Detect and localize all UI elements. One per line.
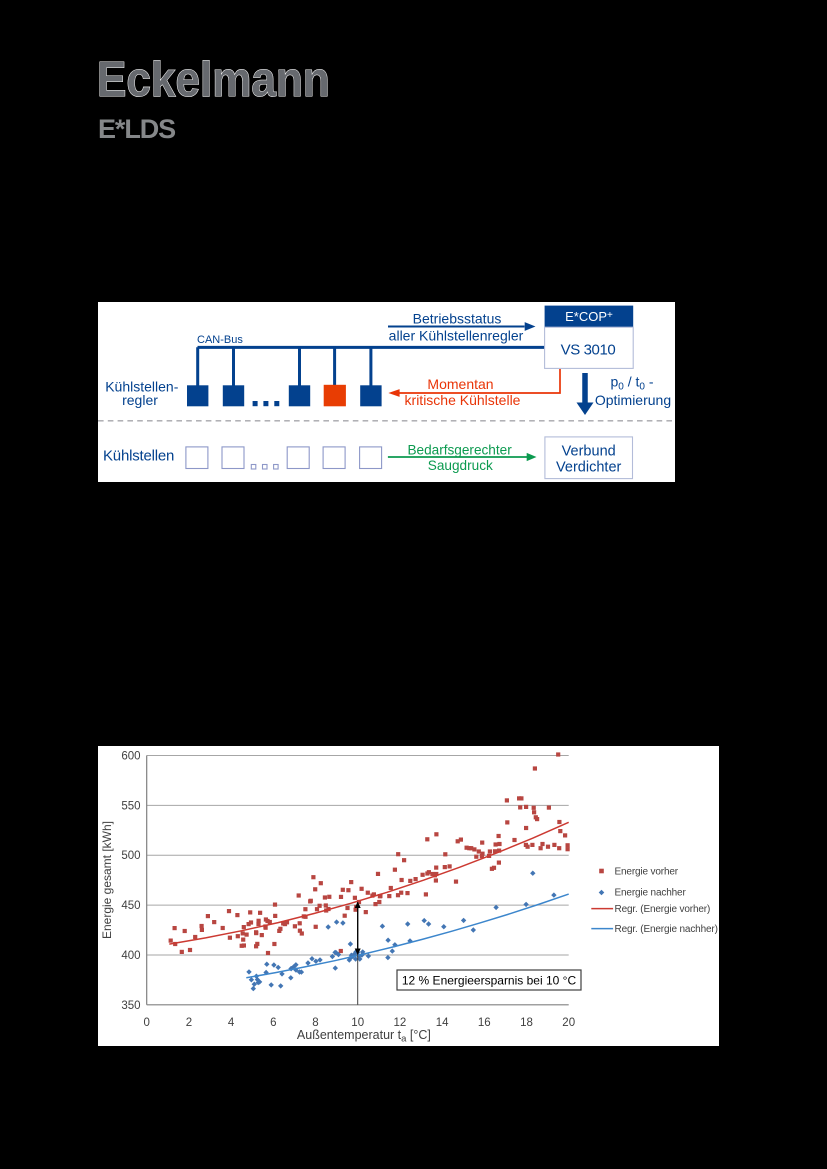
svg-text:450: 450 bbox=[121, 900, 140, 912]
svg-text:kritische Kühlstelle: kritische Kühlstelle bbox=[405, 392, 521, 408]
svg-text:0: 0 bbox=[143, 1017, 149, 1029]
svg-text:400: 400 bbox=[121, 950, 140, 962]
svg-text:Energie vorher: Energie vorher bbox=[615, 867, 679, 878]
svg-text:550: 550 bbox=[121, 800, 140, 812]
svg-text:16: 16 bbox=[478, 1017, 491, 1029]
svg-text:Kühlstellen-: Kühlstellen- bbox=[105, 378, 178, 394]
svg-text:500: 500 bbox=[121, 850, 140, 862]
svg-text:Verbund: Verbund bbox=[562, 443, 616, 459]
svg-text:CAN-Bus: CAN-Bus bbox=[197, 334, 243, 346]
svg-text:Betriebsstatus: Betriebsstatus bbox=[413, 311, 502, 327]
svg-text:Regr. (Energie vorher): Regr. (Energie vorher) bbox=[615, 904, 711, 915]
svg-text:Energie gesamt [kWh]: Energie gesamt [kWh] bbox=[100, 821, 114, 939]
svg-text:Kühlstellen: Kühlstellen bbox=[103, 448, 174, 465]
svg-text:Verdichter: Verdichter bbox=[556, 460, 621, 476]
svg-text:VS 3010: VS 3010 bbox=[561, 341, 616, 358]
svg-text:Außentemperatur ta [°C]: Außentemperatur ta [°C] bbox=[297, 1028, 431, 1045]
svg-text:350: 350 bbox=[121, 1000, 140, 1012]
svg-text:10: 10 bbox=[351, 1017, 364, 1029]
svg-text:Momentan: Momentan bbox=[427, 376, 493, 392]
svg-text:regler: regler bbox=[122, 392, 158, 408]
svg-text:14: 14 bbox=[436, 1017, 449, 1029]
svg-text:Optimierung: Optimierung bbox=[595, 392, 671, 408]
svg-text:2: 2 bbox=[186, 1017, 192, 1029]
svg-text:p0 / t0 -: p0 / t0 - bbox=[610, 374, 653, 393]
svg-text:Bedarfsgerechter: Bedarfsgerechter bbox=[407, 443, 512, 458]
svg-text:E*COP+: E*COP+ bbox=[565, 309, 613, 324]
svg-text:18: 18 bbox=[520, 1017, 533, 1029]
svg-text:20: 20 bbox=[562, 1017, 575, 1029]
svg-text:12: 12 bbox=[394, 1017, 407, 1029]
svg-text:Saugdruck: Saugdruck bbox=[428, 458, 493, 473]
svg-text:Regr. (Energie nachher): Regr. (Energie nachher) bbox=[615, 924, 718, 935]
svg-text:600: 600 bbox=[121, 751, 140, 763]
svg-text:4: 4 bbox=[228, 1017, 235, 1029]
svg-text:Eckelmann: Eckelmann bbox=[97, 52, 330, 107]
svg-text:8: 8 bbox=[312, 1017, 318, 1029]
svg-text:Energie nachher: Energie nachher bbox=[615, 888, 687, 899]
svg-text:E*LDS: E*LDS bbox=[98, 114, 175, 144]
svg-text:aller Kühlstellenregler: aller Kühlstellenregler bbox=[389, 328, 524, 344]
svg-text:12 % Energieersparnis bei 10 °: 12 % Energieersparnis bei 10 °C bbox=[402, 974, 577, 988]
svg-text:6: 6 bbox=[270, 1017, 276, 1029]
